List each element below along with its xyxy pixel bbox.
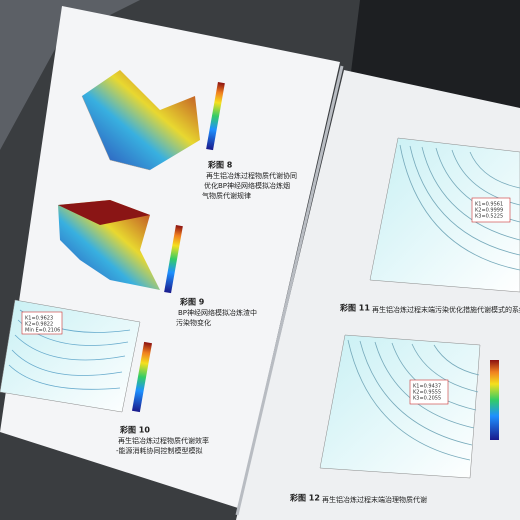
caption: 污染物变化 — [176, 318, 211, 327]
caption: 再生铝冶炼过程物质代谢协同 — [206, 171, 297, 180]
annotation-box — [471, 197, 511, 223]
colorbar — [206, 81, 225, 151]
caption: 气物质代谢规律 — [202, 191, 251, 200]
annotation: K2=0.9999 — [475, 208, 503, 214]
caption: -能源消耗协同控制模型模拟 — [116, 446, 203, 455]
plate-9: 彩图 9 BP神经网络模拟冶炼渣中 污染物变化 — [58, 200, 257, 327]
axis — [81, 95, 151, 171]
caption: 再生铝冶炼过程末端污染优化措施代谢模式的系统耦合 — [372, 305, 520, 314]
plate-10: K1=0.9623 K2=0.9822 Min E=0.2106 彩图 10 再… — [0, 299, 209, 455]
caption: 优化BP神经网络模拟冶炼烟 — [204, 181, 290, 190]
plate-label: 彩图 8 — [207, 160, 233, 170]
annotation-box — [21, 311, 63, 335]
spine — [235, 65, 344, 516]
plate-label: 彩图 12 — [289, 493, 320, 503]
table — [0, 0, 140, 150]
plate-11: K1=0.9561 K2=0.9999 K3=0.5225 彩图 11 再生铝冶… — [339, 137, 520, 314]
colorbar — [164, 224, 183, 294]
plate-label: 彩图 10 — [119, 425, 150, 435]
annotation: K1=0.9561 — [475, 202, 503, 208]
caption: 再生铝冶炼过程末端治理物质代谢 — [322, 495, 427, 504]
colorbar — [131, 341, 153, 413]
annotation: K2=0.9555 — [413, 390, 441, 396]
surface-plot — [82, 70, 200, 170]
surface-top — [58, 200, 150, 225]
contour-plot — [319, 334, 481, 479]
plate-label: 彩图 11 — [339, 303, 370, 313]
caption: 再生铝冶炼过程物质代谢效率 — [118, 436, 209, 445]
caption: BP神经网络模拟冶炼渣中 — [178, 308, 257, 317]
plate-8: 彩图 8 再生铝冶炼过程物质代谢协同 优化BP神经网络模拟冶炼烟 气物质代谢规律 — [81, 70, 297, 200]
annotation: K3=0.5225 — [475, 214, 503, 220]
plate-label: 彩图 9 — [179, 297, 205, 307]
colorbar — [490, 360, 499, 440]
annotation-box — [409, 379, 449, 405]
annotation: K2=0.9822 — [25, 322, 53, 328]
plate-12: K1=0.9437 K2=0.9555 K3=0.2055 彩图 12 再生铝冶… — [289, 334, 499, 504]
annotation: K3=0.2055 — [413, 396, 441, 402]
annotation: Min E=0.2106 — [25, 328, 60, 334]
annotation: K1=0.9623 — [25, 316, 53, 322]
annotation: K1=0.9437 — [413, 384, 441, 390]
surface-plot — [58, 200, 160, 290]
